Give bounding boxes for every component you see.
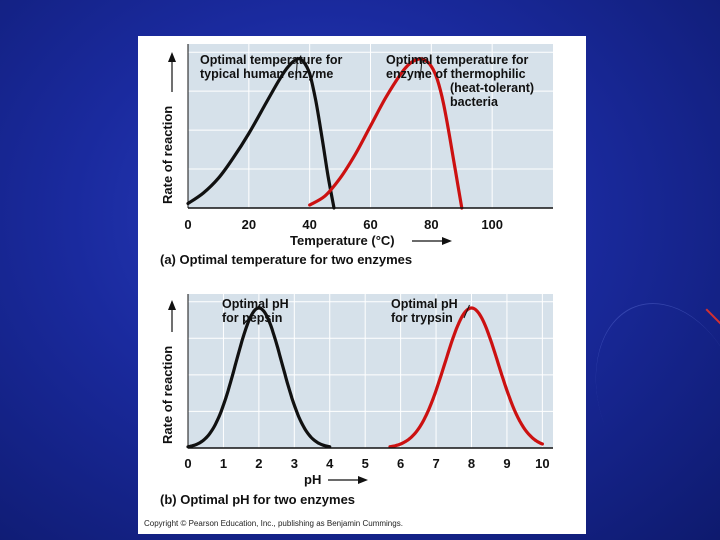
panel-a-ylabel-arrowhead <box>168 52 176 62</box>
panel-a-caption: Optimal temperature for two enzymes <box>180 252 413 267</box>
panel-a-annotation-0-line-0: Optimal temperature for <box>200 53 343 67</box>
panel-a-xlabel: Temperature (°C) <box>290 233 395 248</box>
panel-b-tick-label-4: 4 <box>326 456 334 471</box>
panel-b-tick-label-1: 1 <box>220 456 227 471</box>
panel-b-annotation-1-line-0: Optimal pH <box>391 297 458 311</box>
panel-b-tick-label-2: 2 <box>255 456 262 471</box>
panel-a-annotation-1-leader <box>419 56 423 81</box>
panel-a-annotation-0-leader <box>295 56 298 81</box>
panel-a-tick-label-40: 40 <box>302 217 316 232</box>
panel-b-annotation-0-leader <box>243 305 260 325</box>
panel-b-tick-label-6: 6 <box>397 456 404 471</box>
panel-a-label: (a) <box>160 252 176 267</box>
panel-a-tick-label-60: 60 <box>363 217 377 232</box>
panel-a-tick-label-20: 20 <box>242 217 256 232</box>
panel-a-series <box>186 57 464 210</box>
panel-a-annotation-0-line-1: typical human enzyme <box>200 67 333 81</box>
panel-a-tick-label-0: 0 <box>184 217 191 232</box>
panel-b-series-0-line <box>186 306 332 449</box>
panel-a-ylabel-group: Rate of reaction <box>160 52 176 204</box>
panel-b-annotation-0-line-0: Optimal pH <box>222 297 289 311</box>
panel-b-xlabel: pH <box>304 472 321 487</box>
figure-card: 0 20 40 60 80 100 Optimal temperature for typi… <box>138 36 586 534</box>
panel-b-tick-label-3: 3 <box>291 456 298 471</box>
panel-a-tick-label-100: 100 <box>481 217 503 232</box>
panel-a-annotation-1-line-1: enzyme of thermophilic <box>386 67 526 81</box>
panel-b-xlabel-arrowhead <box>358 476 368 484</box>
panel-a-tick-labels: 0 20 40 60 80 100 <box>184 217 503 232</box>
panel-b-tick-label-0: 0 <box>184 456 191 471</box>
panel-b-annotation-0-line-1: for pepsin <box>222 311 282 325</box>
panel-b-tick-label-5: 5 <box>362 456 369 471</box>
panel-b-tick-label-10: 10 <box>535 456 549 471</box>
panel-a-series-1-line <box>308 57 464 210</box>
slide-decor-red-tick <box>705 308 720 326</box>
enzyme-figure: 0 20 40 60 80 100 Optimal temperature fortypi… <box>138 44 586 528</box>
panel-b-caption: Optimal pH for two enzymes <box>180 492 355 507</box>
panel-a-annotation-1-line-3: bacteria <box>450 95 499 109</box>
panel-a-annotation-1-line-2: (heat-tolerant) <box>450 81 534 95</box>
panel-b-ylabel-group: Rate of reaction <box>160 300 176 444</box>
panel-b-caption-line: (b) Optimal pH for two enzymes <box>160 492 355 507</box>
panel-b-tick-labels: 0 1 2 3 4 5 6 7 8 9 10 <box>184 456 549 471</box>
panel-b-tick-label-9: 9 <box>503 456 510 471</box>
panel-b-series <box>186 306 544 449</box>
panel-b-series-1-line <box>388 306 544 449</box>
panel-b-tick-label-7: 7 <box>432 456 439 471</box>
panel-a-xlabel-arrowhead <box>442 237 452 245</box>
panel-b-annotation-1-line-1: for trypsin <box>391 311 453 325</box>
panel-a-annotation-1-line-0: Optimal temperature for <box>386 53 529 67</box>
panel-separator <box>138 276 586 288</box>
panel-a-ylabel: Rate of reaction <box>160 106 175 204</box>
panel-b-label: (b) <box>160 492 177 507</box>
panel-b-gridlines <box>188 294 553 448</box>
panel-b-annotation-1-leader <box>463 304 470 319</box>
panel-b-ylabel: Rate of reaction <box>160 346 175 444</box>
panel-a-caption-line: (a) Optimal temperature for two enzymes <box>160 252 412 267</box>
panel-b-ylabel-arrowhead <box>168 300 176 310</box>
slide-decor-streak <box>569 282 720 519</box>
panel-a-series-0-line <box>186 57 336 210</box>
panel-b-tick-label-8: 8 <box>468 456 475 471</box>
copyright-text: Copyright © Pearson Education, Inc., pub… <box>144 519 403 528</box>
panel-a-tick-label-80: 80 <box>424 217 438 232</box>
